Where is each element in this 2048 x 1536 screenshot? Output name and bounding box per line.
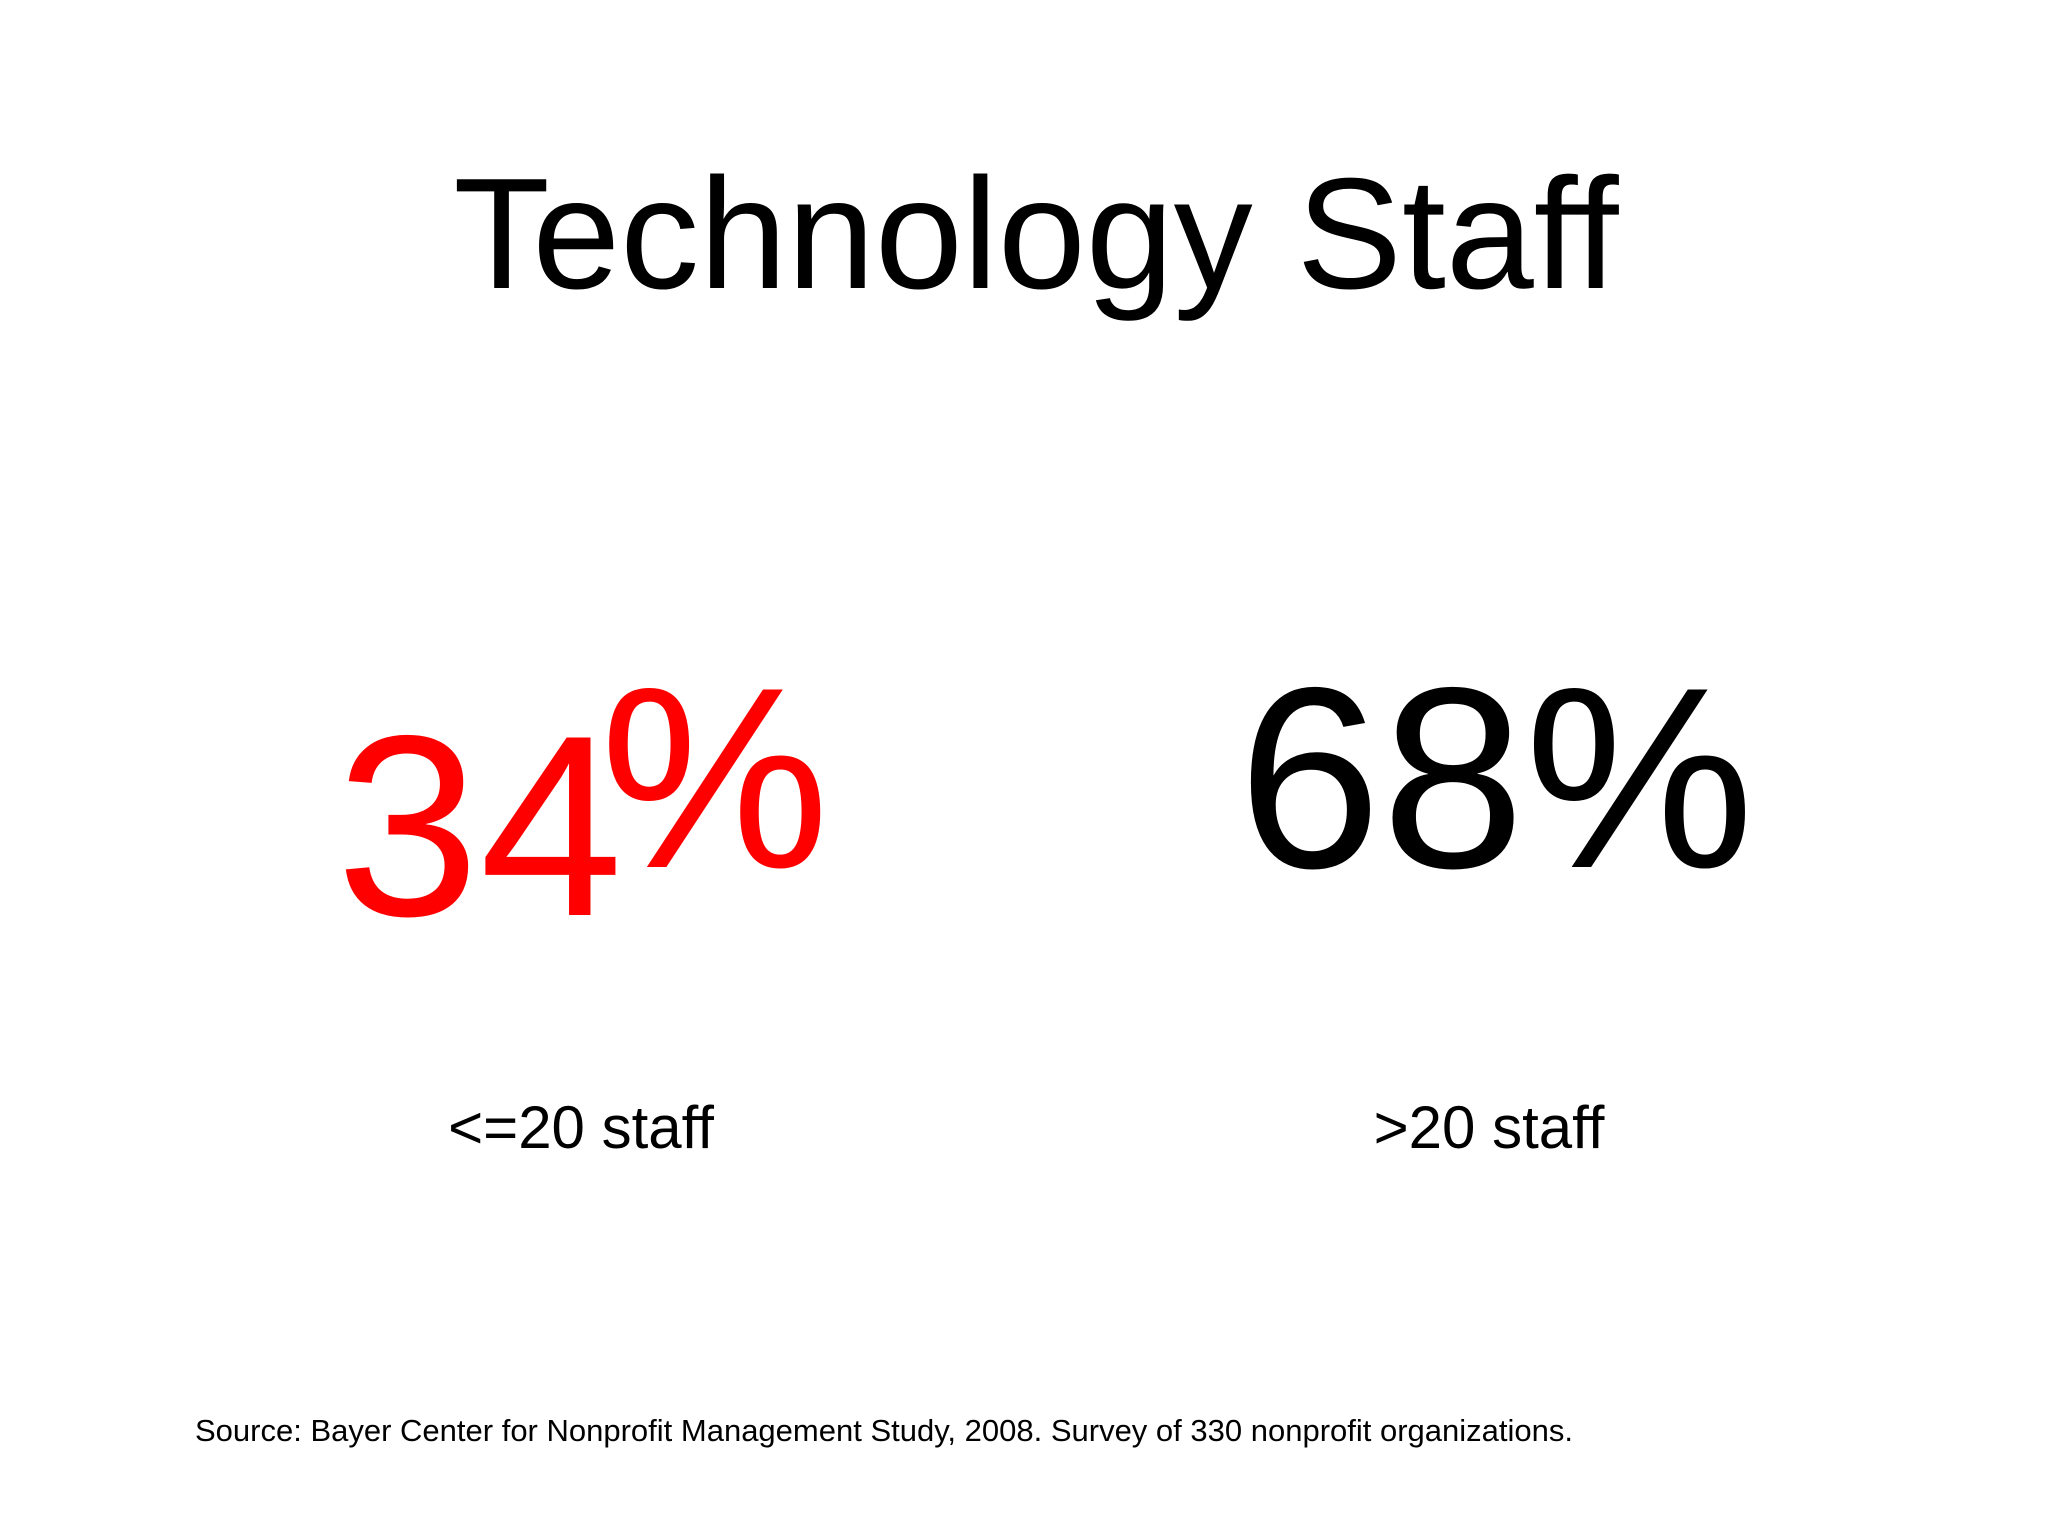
stat-number: 34 [336,681,623,970]
stat-label: >20 staff [1374,1094,1605,1161]
stat-number: 68% [1238,633,1754,922]
slide-title: Technology Staff [453,146,1619,322]
source-note: Source: Bayer Center for Nonprofit Manag… [195,1413,1573,1448]
stat-label: <=20 staff [448,1094,714,1161]
stat-suffix: % [600,633,829,922]
